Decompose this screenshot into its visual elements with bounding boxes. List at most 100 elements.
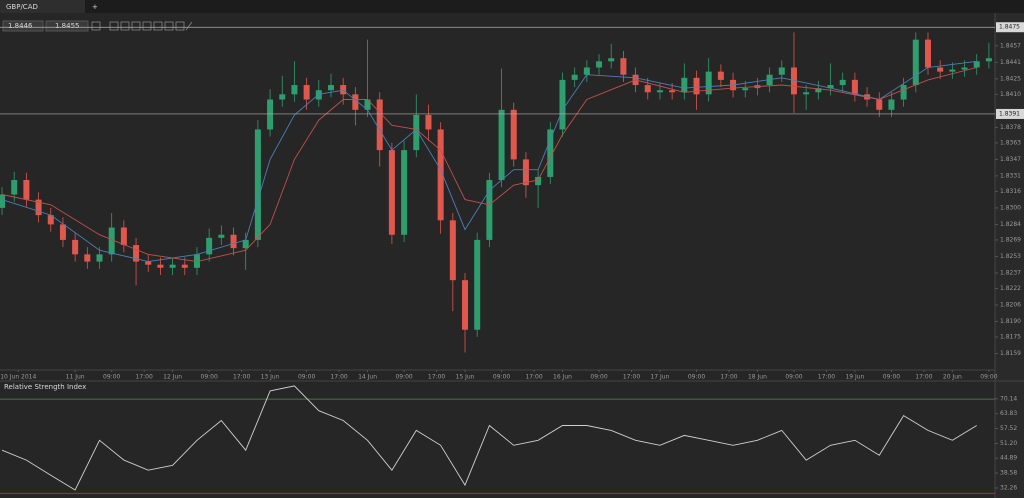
candle-body (59, 224, 66, 240)
x-tick-label: 09:00 (980, 374, 997, 381)
price-label: 1.8391 (999, 110, 1020, 117)
x-tick-label: 09:00 (688, 374, 705, 381)
tool-icon[interactable] (164, 21, 174, 31)
x-tick-label: 09:00 (883, 374, 900, 381)
price-label-box (996, 22, 1024, 33)
candle-body (596, 61, 603, 68)
candle-body (705, 71, 712, 95)
candle-body (340, 85, 347, 95)
y-tick-label: 1.8269 (1000, 236, 1021, 243)
y-tick-label: 1.8300 (1000, 204, 1021, 211)
candle-body (291, 85, 298, 95)
price-scale (995, 13, 1024, 498)
candle-body (206, 237, 213, 255)
candle-body (790, 67, 797, 95)
candle-body (84, 254, 91, 262)
candle-body (547, 129, 554, 177)
candle-body (644, 85, 651, 93)
x-tick-label: 13 Jun (261, 374, 280, 381)
candle-body (961, 67, 968, 70)
candle-body (742, 88, 749, 91)
y-tick-label: 1.8316 (1000, 188, 1021, 195)
candle-body (254, 129, 261, 240)
candle-body (376, 99, 383, 151)
candle-body (900, 85, 907, 100)
candle-body (23, 180, 30, 200)
tab[interactable] (0, 0, 85, 13)
x-tick-label: 09:00 (590, 374, 607, 381)
bid-box[interactable] (2, 20, 44, 32)
candle-body (571, 74, 578, 80)
toolbar-icons (91, 21, 193, 31)
candle-body (973, 61, 980, 68)
candle-body (120, 227, 127, 246)
tool-icon[interactable] (109, 21, 119, 31)
candle-body (218, 234, 225, 238)
y-tick-label: 1.8284 (1000, 221, 1021, 228)
y-tick-label: 1.8175 (1000, 333, 1021, 340)
candle-body (449, 220, 456, 281)
candle-body (888, 99, 895, 110)
ask-price: 1.8455 (55, 22, 80, 30)
x-tick-label: 17:00 (233, 374, 250, 381)
x-tick-label: 17:00 (720, 374, 737, 381)
candle-body (413, 114, 420, 151)
candle-body (47, 215, 54, 225)
candle-body (279, 94, 286, 100)
tool-icon[interactable] (131, 21, 141, 31)
y-tick-label: 1.8190 (1000, 318, 1021, 325)
candle-body (681, 77, 688, 93)
y-tick-label: 1.8425 (1000, 75, 1021, 82)
y-tick-label: 1.8159 (1000, 350, 1021, 357)
indicator-title: Relative Strength Index (4, 383, 86, 391)
y-tick-label: 1.8222 (1000, 285, 1021, 292)
x-tick-label: 20 Jun (943, 374, 962, 381)
candle-body (462, 280, 469, 330)
x-tick-label: 17:00 (428, 374, 445, 381)
y-tick-label: 1.8206 (1000, 301, 1021, 308)
ask-box[interactable] (45, 20, 89, 32)
candle-body (510, 109, 517, 160)
x-tick-label: 17:00 (525, 374, 542, 381)
y-tick-label: 1.8378 (1000, 124, 1021, 131)
candle-body (267, 99, 274, 130)
candle-body (169, 264, 176, 268)
candle-body (0, 194, 6, 208)
x-tick-label: 09:00 (298, 374, 315, 381)
x-tick-label: 10 Jun 2014 (0, 374, 36, 381)
candle-body (669, 90, 676, 93)
candle-body (486, 180, 493, 240)
tool-icon[interactable] (185, 21, 193, 31)
x-tick-label: 09:00 (201, 374, 218, 381)
y-tick-label: 70.14 (1000, 395, 1017, 402)
tool-icon[interactable] (142, 21, 152, 31)
candle-body (693, 77, 700, 95)
y-tick-label: 1.8457 (1000, 42, 1021, 49)
x-tick-label: 14 Jun (358, 374, 377, 381)
candle-body (522, 159, 529, 186)
candle-body (778, 67, 785, 75)
tool-icon[interactable] (175, 21, 185, 31)
x-tick-label: 16 Jun (553, 374, 572, 381)
y-tick-label: 1.8363 (1000, 139, 1021, 146)
candle-body (437, 129, 444, 221)
candle-body (388, 150, 395, 235)
x-tick-label: 12 Jun (163, 374, 182, 381)
x-tick-label: 11 Jun (66, 374, 85, 381)
candle-body (876, 99, 883, 110)
tool-icon[interactable] (91, 21, 101, 31)
y-tick-label: 57.52 (1000, 425, 1017, 432)
candle-body (352, 94, 359, 110)
candle-body (72, 239, 79, 255)
add-tab[interactable]: + (92, 3, 98, 11)
candle-body (327, 85, 334, 91)
candle-body (827, 85, 834, 89)
candle-body (912, 39, 919, 86)
tool-icon[interactable] (153, 21, 163, 31)
tool-icon[interactable] (120, 21, 130, 31)
candle-body (985, 58, 992, 62)
moving-average (1, 60, 977, 263)
y-tick-label: 63.83 (1000, 410, 1017, 417)
